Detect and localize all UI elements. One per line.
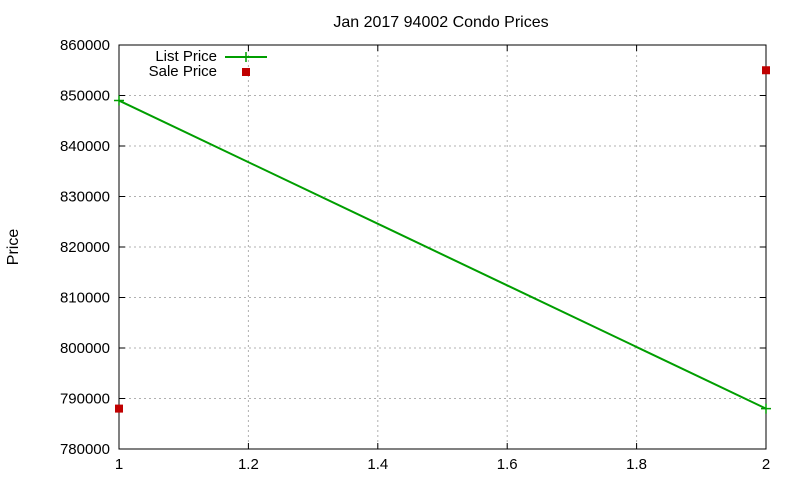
- y-tick-label: 790000: [60, 391, 110, 408]
- y-tick-label: 850000: [60, 88, 110, 105]
- y-tick-label: 820000: [60, 239, 110, 256]
- data-point-sale-price: [762, 66, 770, 75]
- data-point-list-price: [761, 403, 771, 414]
- y-tick-label: 780000: [60, 441, 110, 458]
- y-tick-label: 860000: [60, 37, 110, 54]
- legend-marker-sale-price: [242, 68, 250, 76]
- x-tick-label: 1: [115, 456, 123, 473]
- plot-border: [118, 44, 767, 450]
- x-tick-label: 1.4: [367, 456, 388, 473]
- x-tick-label: 1.8: [626, 456, 647, 473]
- series-layer: [114, 66, 771, 414]
- series-line-list-price: [118, 99, 767, 410]
- y-tick-label: 810000: [60, 290, 110, 307]
- axis-ticks: 1 1.2 1.4 1.6 1.8 2 780000 790000 800000 810000 82…: [60, 37, 770, 473]
- legend-label-sale-price: Sale Price: [149, 63, 217, 80]
- legend-label-list-price: List Price: [155, 48, 217, 65]
- y-tick-label: 800000: [60, 340, 110, 357]
- y-axis-label: Price: [5, 229, 22, 266]
- x-tick-label: 1.2: [238, 456, 259, 473]
- y-tick-label: 830000: [60, 189, 110, 206]
- x-tick-label: 2: [762, 456, 770, 473]
- grid: [119, 45, 766, 449]
- x-tick-label: 1.6: [497, 456, 518, 473]
- y-tick-label: 840000: [60, 138, 110, 155]
- legend: List Price Sale Price: [149, 48, 267, 80]
- data-point-list-price: [114, 95, 124, 106]
- data-point-sale-price: [115, 404, 123, 413]
- chart-title: Jan 2017 94002 Condo Prices: [333, 14, 548, 31]
- legend-marker-list-price: [241, 52, 251, 62]
